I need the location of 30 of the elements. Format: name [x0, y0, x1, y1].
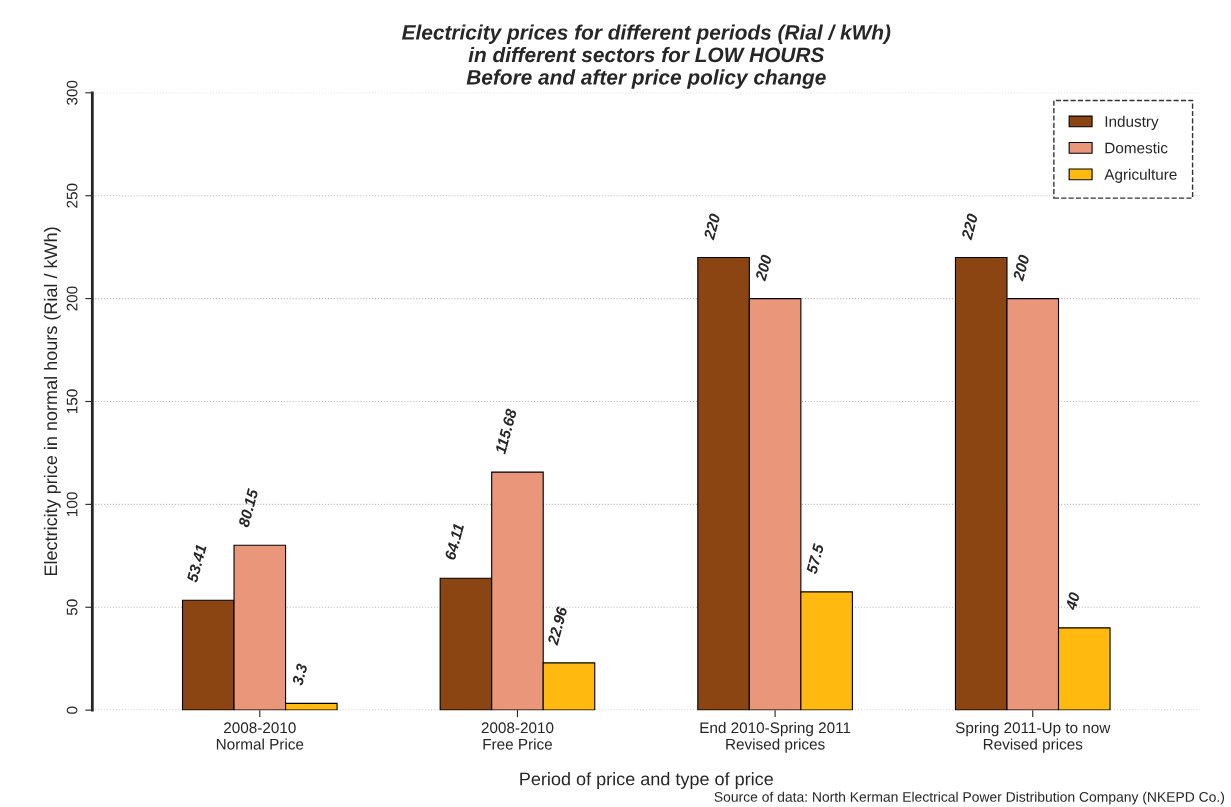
data-label: 200: [754, 254, 773, 282]
y-tick-label: 150: [66, 389, 78, 414]
y-tick-label: 50: [66, 599, 78, 616]
x-tick-label: End 2010-Spring 2011 Revised prices: [700, 721, 851, 753]
x-tick-label: 2008-2010 Free Price: [481, 722, 554, 750]
x-axis-title: Period of price and type of price: [520, 772, 773, 789]
data-label: 40: [1065, 591, 1081, 611]
y-tick-label: 0: [66, 706, 78, 714]
x-tick-label: 2008-2010 Normal Price: [216, 722, 304, 750]
y-tick-label: 200: [66, 286, 78, 311]
data-label: 57.5: [806, 542, 825, 575]
x-tick-label: Spring 2011-Up to now Revised prices: [955, 721, 1111, 753]
y-axis-title: Electricity price in normal hours (Rial / kWh): [43, 227, 61, 576]
source-note: Source of data: North Kerman Electrical Power Distribution Company (NKEPD Co.): [714, 791, 1225, 805]
data-label: 200: [1012, 254, 1030, 282]
legend-label: Agriculture: [1104, 168, 1177, 183]
y-tick-label: 100: [66, 492, 78, 516]
y-tick-label: 300: [66, 80, 78, 105]
legend-label: Industry: [1105, 115, 1159, 130]
data-label: 64.11: [444, 523, 465, 561]
data-label: 115.68: [494, 408, 517, 455]
chart-title: Electricity prices for different periods (Rial / kWh) in different sectors for LOW HOURS Before and after price policy change: [402, 24, 891, 89]
legend-label: Domestic: [1105, 142, 1168, 154]
y-tick-label: 250: [66, 183, 78, 208]
data-label: 53.41: [186, 544, 207, 583]
data-label: 22.96: [547, 605, 568, 646]
data-label: 220: [961, 212, 979, 241]
data-label: 3.3: [291, 662, 308, 687]
data-label: 220: [703, 212, 721, 241]
data-label: 80.15: [238, 488, 259, 528]
